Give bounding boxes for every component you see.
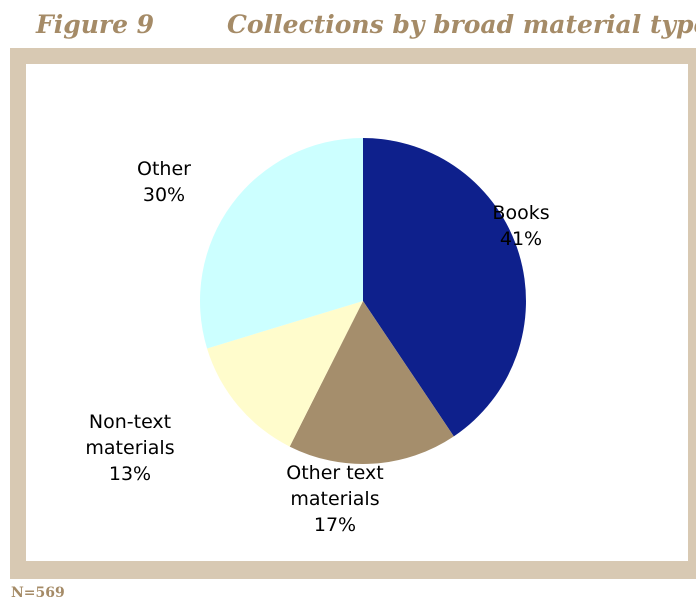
- figure-header: Figure 9 Collections by broad material t…: [0, 0, 696, 48]
- pie-slice-0: [363, 138, 526, 437]
- slice-label-line: Non-text: [88, 411, 172, 433]
- sample-size-note: N=569: [11, 585, 65, 601]
- slice-label-other-text-materials: Other text materials 17%: [286, 460, 384, 538]
- slice-percent: 41%: [499, 228, 543, 250]
- slice-label-line: materials: [85, 437, 175, 459]
- slice-label-line: Other text: [286, 462, 384, 484]
- slice-label-line: Books: [492, 202, 550, 224]
- slice-percent: 13%: [108, 463, 152, 485]
- figure-number: Figure 9: [36, 10, 155, 39]
- slice-percent: 30%: [142, 184, 186, 206]
- slice-label-other: Other 30%: [137, 156, 191, 208]
- chart-panel: Books 41% Other text materials 17% Non-text…: [26, 64, 688, 561]
- slice-label-non-text-materials: Non-text materials 13%: [85, 409, 174, 487]
- slice-label-line: materials: [290, 488, 380, 510]
- slice-label-books: Books 41%: [492, 200, 549, 252]
- pie-slice-1: [289, 301, 454, 464]
- figure-title: Collections by broad material type: [227, 10, 696, 39]
- pie-slice-3: [199, 137, 363, 349]
- slice-percent: 17%: [313, 514, 357, 536]
- slice-label-line: Other: [137, 158, 191, 180]
- pie-chart: [199, 137, 526, 464]
- pie-slice-2: [207, 301, 363, 447]
- chart-frame: Books 41% Other text materials 17% Non-text…: [10, 48, 696, 579]
